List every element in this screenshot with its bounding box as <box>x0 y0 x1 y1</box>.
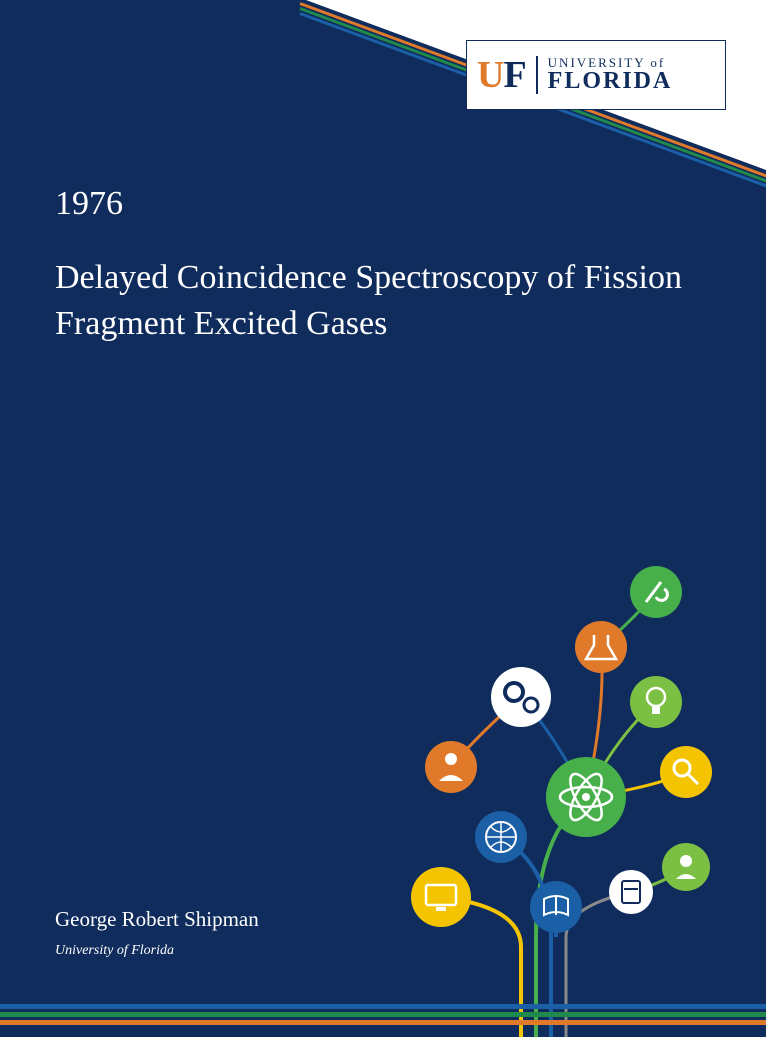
author-name: George Robert Shipman <box>55 907 259 932</box>
node-person-icon <box>425 741 477 793</box>
node-monitor-icon <box>411 867 471 927</box>
bottom-stripe-orange <box>0 1020 766 1025</box>
icon-tree-graphic <box>356 537 736 1037</box>
node-chemistry-icon <box>575 621 627 673</box>
uf-logo-f: F <box>503 54 525 96</box>
bottom-stripe-green <box>0 1012 766 1017</box>
uf-logo-u: U <box>477 54 503 96</box>
node-globe-icon <box>475 811 527 863</box>
uf-logo-line1: UNIVERSITY of <box>548 56 673 70</box>
node-lightbulb-icon <box>630 676 682 728</box>
uf-logo-text: UNIVERSITY of FLORIDA <box>538 56 673 95</box>
node-magnifier-icon <box>660 746 712 798</box>
node-face-icon <box>662 843 710 891</box>
node-gears-icon <box>491 667 551 727</box>
uf-logo: UF UNIVERSITY of FLORIDA <box>466 40 726 110</box>
bottom-stripe-blue <box>0 1004 766 1009</box>
uf-logo-line2: FLORIDA <box>548 69 673 94</box>
publication-year: 1976 <box>55 185 123 223</box>
node-book-icon <box>530 881 582 933</box>
uf-logo-mark: UF <box>477 56 538 94</box>
thesis-title: Delayed Coincidence Spectroscopy of Fiss… <box>55 255 711 347</box>
node-atom-icon <box>546 757 626 837</box>
node-calc-icon <box>609 870 653 914</box>
author-affiliation: University of Florida <box>55 943 174 959</box>
node-microscope-icon <box>630 566 682 618</box>
thesis-cover: UF UNIVERSITY of FLORIDA 1976 Delayed Co… <box>0 0 766 1037</box>
